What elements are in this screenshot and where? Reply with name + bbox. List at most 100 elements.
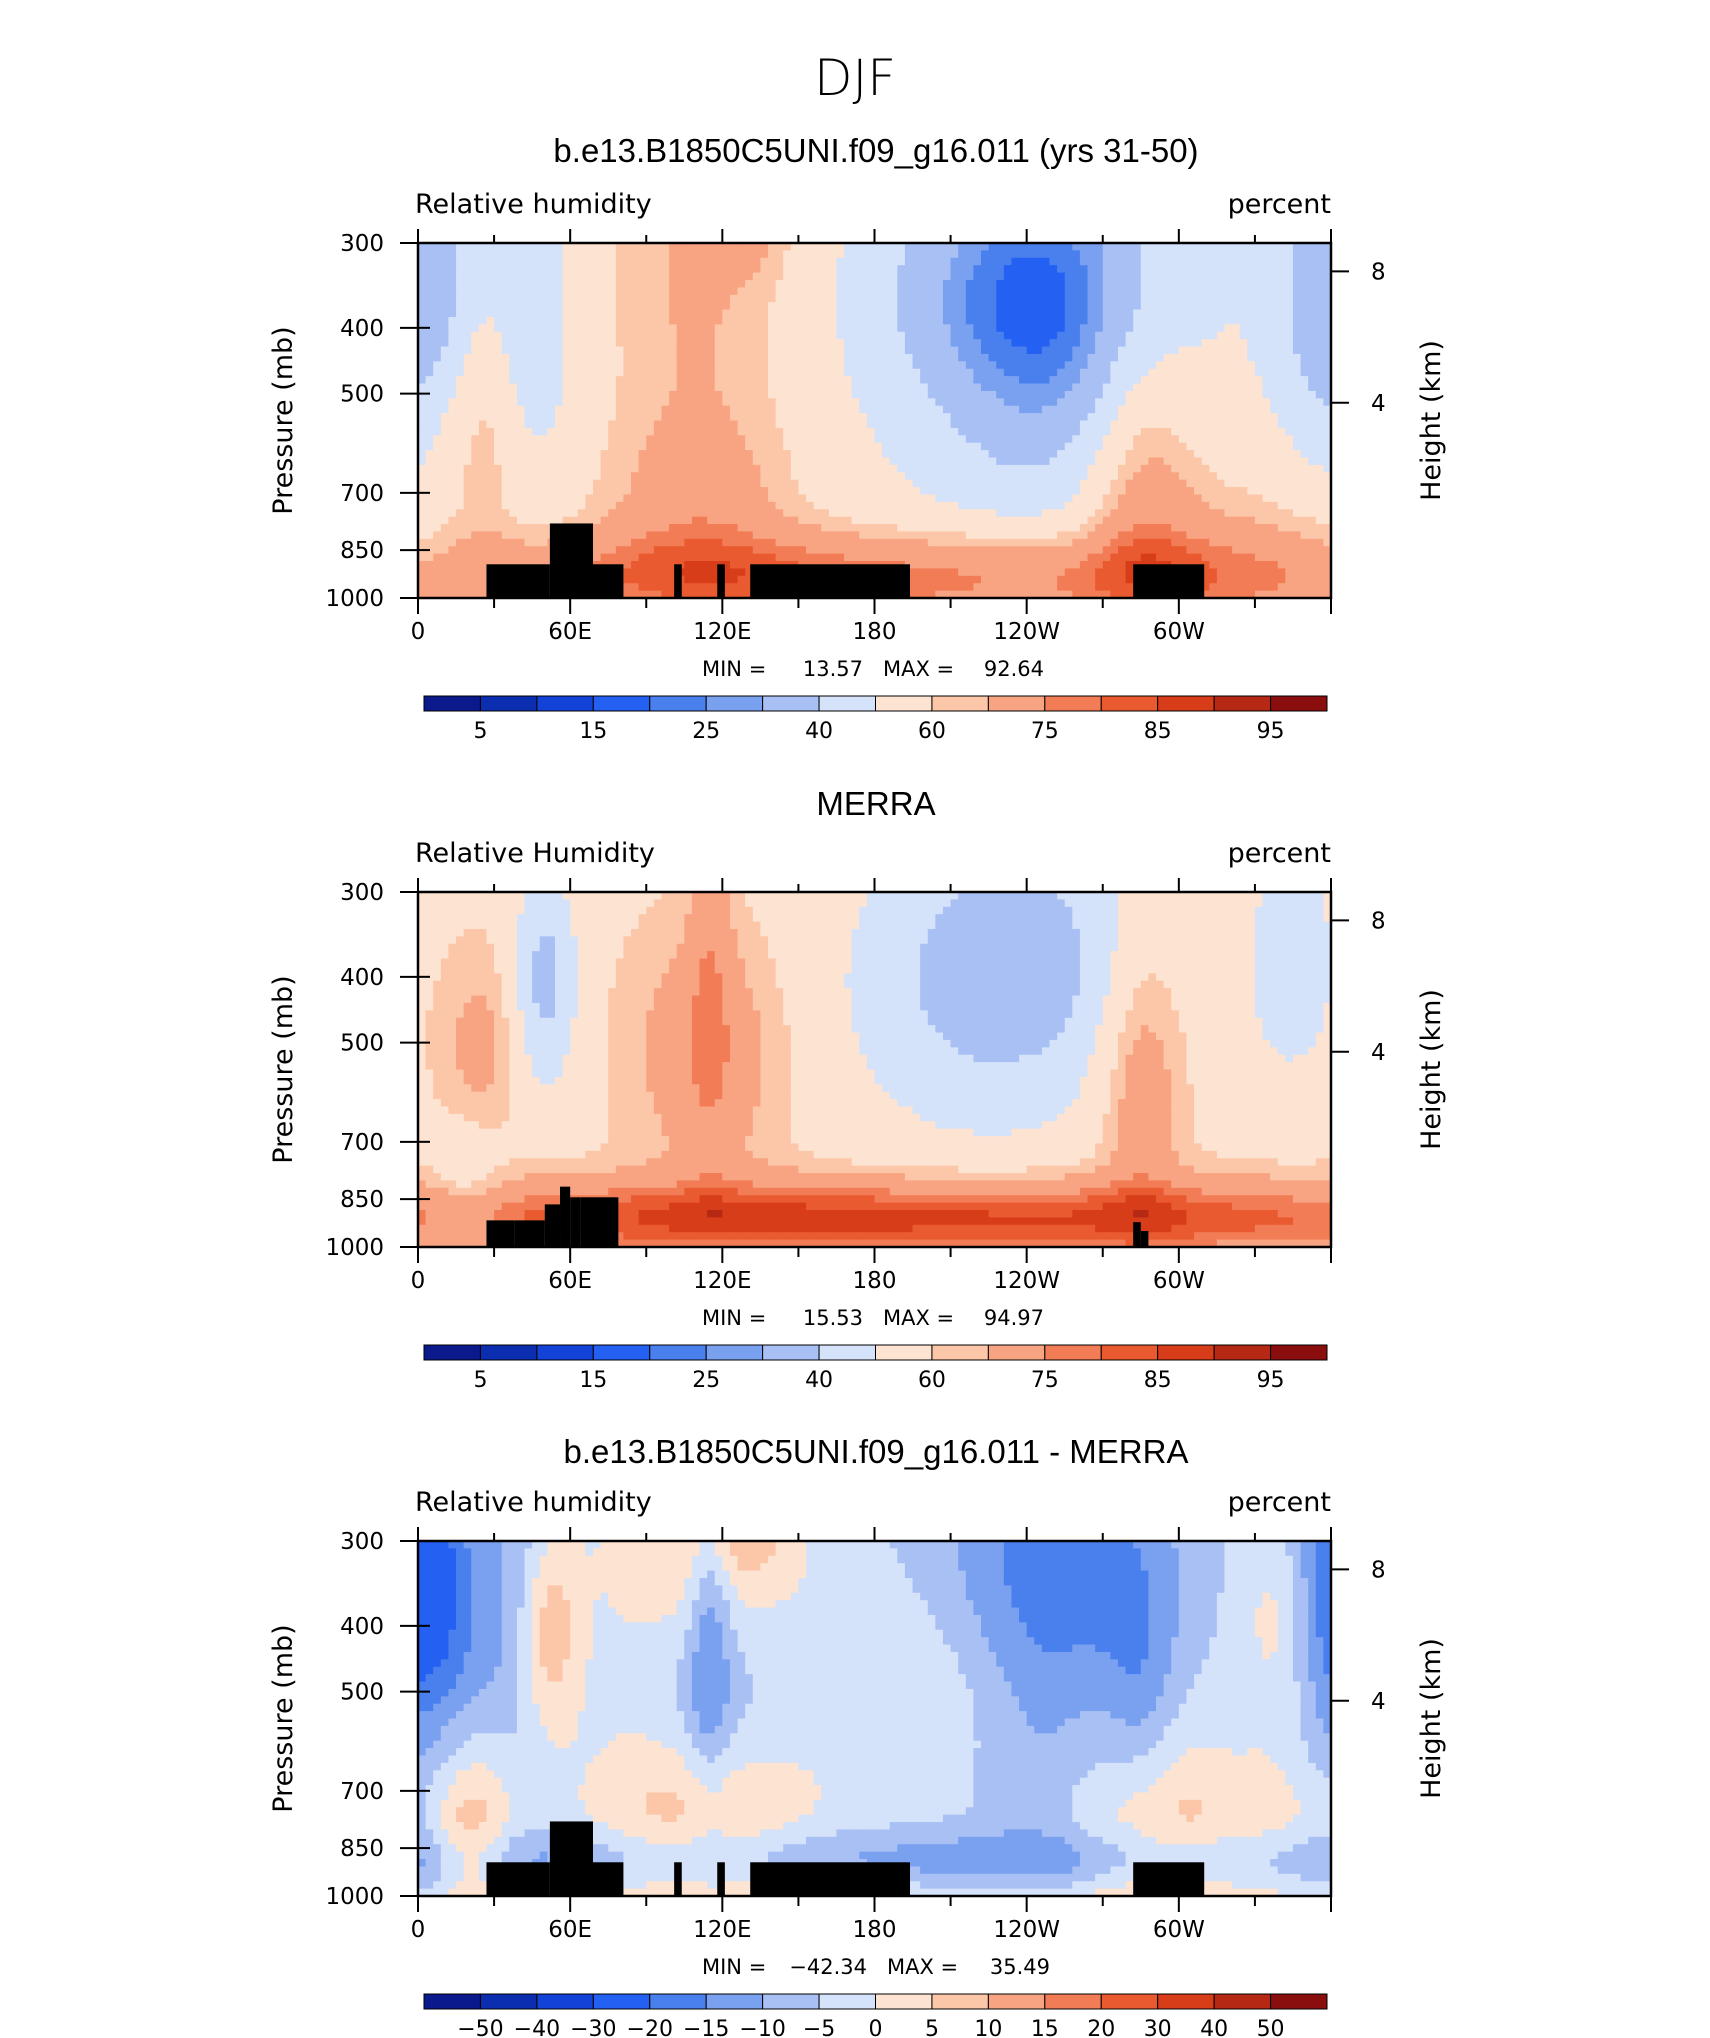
field-cell xyxy=(471,479,480,488)
field-cell xyxy=(1254,420,1264,429)
field-cell xyxy=(775,331,784,340)
field-cell xyxy=(821,272,830,281)
field-cell xyxy=(608,524,617,533)
field-cell xyxy=(1117,538,1127,547)
field-cell xyxy=(471,405,480,414)
field-cell xyxy=(1003,464,1013,473)
field-cell xyxy=(1209,383,1218,392)
field-cell xyxy=(554,435,564,444)
field-cell xyxy=(440,294,450,303)
field-cell xyxy=(806,494,815,503)
field-cell xyxy=(722,546,731,555)
field-cell xyxy=(988,331,997,340)
field-cell xyxy=(456,398,465,407)
field-cell xyxy=(516,472,526,481)
field-cell xyxy=(1087,368,1096,377)
field-cell xyxy=(608,487,617,496)
field-cell xyxy=(684,487,693,496)
field-cell xyxy=(1019,353,1028,362)
field-cell xyxy=(996,361,1005,370)
field-cell xyxy=(608,442,617,451)
field-cell xyxy=(783,546,792,555)
field-cell xyxy=(615,405,625,414)
field-cell xyxy=(965,435,975,444)
field-cell xyxy=(676,457,685,466)
field-cell xyxy=(752,472,761,481)
field-cell xyxy=(722,368,731,377)
field-cell xyxy=(844,272,853,281)
field-cell xyxy=(1262,494,1271,503)
field-cell xyxy=(912,272,921,281)
field-cell xyxy=(790,442,800,451)
field-cell xyxy=(912,405,921,414)
field-cell xyxy=(844,487,853,496)
field-cell xyxy=(646,494,655,503)
field-cell xyxy=(486,390,495,399)
field-cell xyxy=(1057,464,1066,473)
field-cell xyxy=(897,546,906,555)
field-cell xyxy=(1095,405,1104,414)
field-cell xyxy=(448,368,457,377)
field-cell xyxy=(988,398,997,407)
field-cell xyxy=(1148,479,1157,488)
field-cell xyxy=(691,450,701,459)
field-cell xyxy=(1178,368,1188,377)
field-cell xyxy=(889,287,898,296)
field-cell xyxy=(1057,309,1066,318)
field-cell xyxy=(471,294,480,303)
field-cell xyxy=(707,457,716,466)
field-cell xyxy=(844,279,853,288)
field-cell xyxy=(1041,346,1051,355)
field-cell xyxy=(935,316,944,325)
field-cell xyxy=(600,265,609,274)
field-cell xyxy=(1232,316,1241,325)
field-cell xyxy=(813,487,822,496)
field-cell xyxy=(1019,472,1028,481)
field-cell xyxy=(1087,294,1096,303)
field-cell xyxy=(524,272,533,281)
field-cell xyxy=(1034,368,1043,377)
field-cell xyxy=(1186,339,1195,348)
field-cell xyxy=(1300,302,1309,311)
field-cell xyxy=(844,376,853,385)
field-cell xyxy=(1072,457,1081,466)
field-cell xyxy=(1064,398,1073,407)
field-cell xyxy=(806,479,815,488)
field-cell xyxy=(646,398,655,407)
field-cell xyxy=(1049,272,1058,281)
field-cell xyxy=(1019,376,1028,385)
field-cell xyxy=(1064,302,1073,311)
field-cell xyxy=(691,383,701,392)
field-cell xyxy=(882,442,891,451)
field-cell xyxy=(509,368,518,377)
field-cell xyxy=(806,279,815,288)
field-cell xyxy=(1262,346,1271,355)
field-cell xyxy=(1148,516,1157,525)
field-cell xyxy=(1117,487,1127,496)
field-cell xyxy=(1079,250,1089,259)
field-cell xyxy=(973,250,982,259)
field-cell xyxy=(798,361,807,370)
field-cell xyxy=(676,494,685,503)
field-cell xyxy=(1110,487,1119,496)
field-cell xyxy=(722,383,731,392)
field-cell xyxy=(973,427,982,436)
field-cell xyxy=(1247,413,1256,422)
field-cell xyxy=(539,405,548,414)
field-cell xyxy=(1087,257,1096,266)
field-cell xyxy=(1003,302,1013,311)
field-cell xyxy=(1148,538,1157,547)
field-cell xyxy=(1057,346,1066,355)
field-cell xyxy=(1156,420,1165,429)
field-cell xyxy=(882,538,891,547)
field-cell xyxy=(1064,442,1073,451)
field-cell xyxy=(478,427,488,436)
field-cell xyxy=(516,487,526,496)
field-cell xyxy=(707,294,716,303)
field-cell xyxy=(821,405,830,414)
field-cell xyxy=(1049,302,1058,311)
field-cell xyxy=(1194,479,1203,488)
field-cell xyxy=(981,413,990,422)
field-cell xyxy=(798,383,807,392)
field-cell xyxy=(1072,531,1081,540)
